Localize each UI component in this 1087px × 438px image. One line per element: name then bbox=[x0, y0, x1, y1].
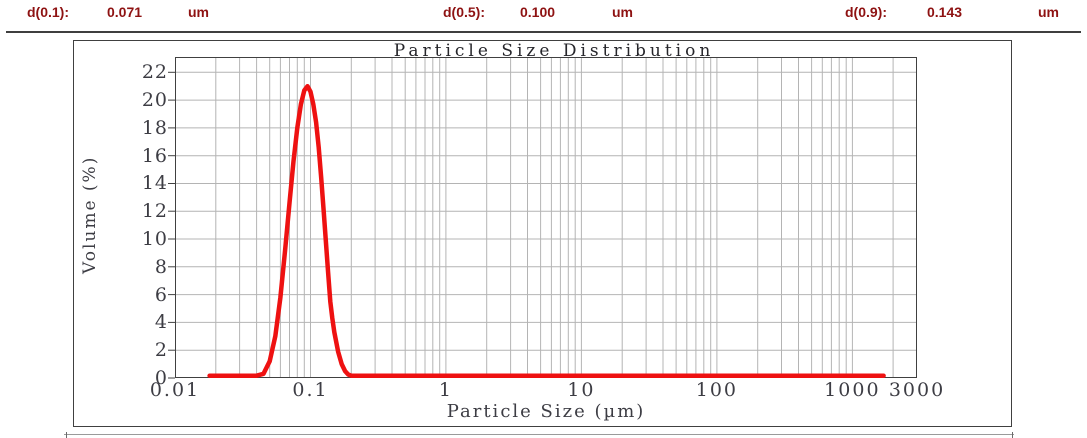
y-tick-label: 4 bbox=[154, 311, 168, 334]
d10-value: 0.071 bbox=[107, 4, 143, 20]
x-tick-label: 1000 bbox=[824, 379, 881, 401]
x-tick-label: 10 bbox=[567, 379, 596, 401]
next-table-column-tick bbox=[1012, 432, 1013, 438]
chart-title: Particle Size Distribution bbox=[393, 41, 715, 61]
d10-label: d(0.1): bbox=[27, 4, 69, 20]
y-tick-label: 10 bbox=[141, 228, 168, 251]
d90-value: 0.143 bbox=[927, 4, 963, 20]
next-table-top-border bbox=[64, 434, 1014, 435]
x-axis-title: Particle Size (µm) bbox=[446, 401, 646, 422]
y-axis-title: Volume (%) bbox=[80, 155, 100, 275]
d50-label: d(0.5): bbox=[443, 4, 485, 20]
d90-label: d(0.9): bbox=[845, 4, 887, 20]
y-tick-label: 12 bbox=[141, 200, 168, 223]
y-tick-label: 14 bbox=[141, 172, 168, 195]
next-table-column-tick bbox=[66, 432, 67, 438]
y-tick-label: 16 bbox=[141, 144, 168, 167]
y-tick-label: 18 bbox=[141, 116, 168, 139]
y-tick-label: 22 bbox=[141, 61, 168, 84]
d50-value: 0.100 bbox=[520, 4, 556, 20]
x-tick-label: 100 bbox=[695, 379, 739, 401]
d50-unit: um bbox=[612, 4, 633, 20]
y-tick-label: 0 bbox=[154, 367, 168, 389]
x-tick-label: 1 bbox=[438, 379, 453, 401]
d90-unit: um bbox=[1038, 4, 1059, 20]
d10-unit: um bbox=[188, 4, 209, 20]
x-tick-label: 0.1 bbox=[292, 379, 329, 401]
plot-area bbox=[168, 57, 917, 379]
chart-frame bbox=[73, 40, 1012, 427]
x-tick-label: 0.01 bbox=[149, 379, 201, 401]
y-tick-label: 8 bbox=[154, 255, 168, 278]
y-tick-label: 20 bbox=[141, 89, 168, 112]
x-tick-label: 3000 bbox=[888, 379, 946, 401]
header-divider bbox=[6, 31, 1081, 33]
y-tick-label: 2 bbox=[154, 339, 168, 362]
y-tick-label: 6 bbox=[154, 283, 168, 306]
